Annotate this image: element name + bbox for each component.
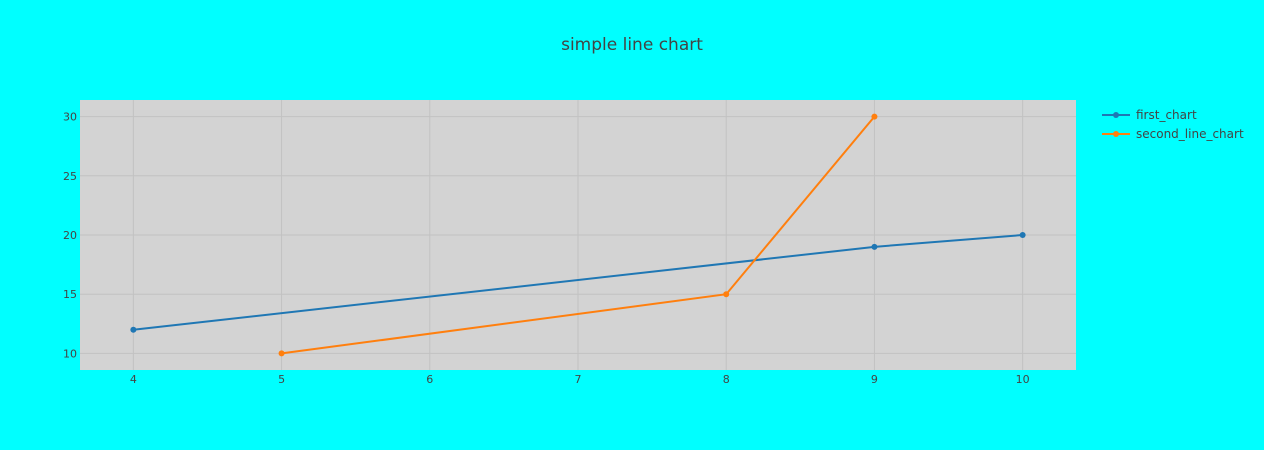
y-tick-label: 15 (63, 288, 77, 301)
y-tick-label: 25 (63, 170, 77, 183)
data-point[interactable] (723, 291, 730, 298)
legend-label: second_line_chart (1136, 127, 1244, 141)
x-tick-label: 4 (130, 373, 137, 386)
legend-label: first_chart (1136, 108, 1197, 122)
series-layer (130, 113, 1026, 357)
data-point[interactable] (871, 113, 878, 120)
x-tick-label: 7 (575, 373, 582, 386)
series-first_chart (130, 232, 1026, 333)
legend-swatch-marker (1113, 112, 1119, 118)
legend-item[interactable]: second_line_chart (1102, 127, 1244, 141)
x-tick-label: 8 (723, 373, 730, 386)
chart-title: simple line chart (561, 35, 703, 55)
x-tick-label: 9 (871, 373, 878, 386)
y-tick-label: 30 (63, 111, 77, 124)
data-point[interactable] (1019, 232, 1026, 238)
x-tick-label: 5 (278, 373, 285, 386)
grid-lines (80, 100, 1076, 370)
data-point[interactable] (130, 326, 137, 333)
y-tick-label: 20 (63, 229, 77, 242)
legend-item[interactable]: first_chart (1102, 108, 1197, 122)
x-tick-label: 10 (1016, 373, 1030, 386)
series-second_line_chart (278, 113, 878, 357)
x-tick-label: 6 (426, 373, 433, 386)
y-tick-label: 10 (63, 347, 77, 360)
legend[interactable]: first_chart second_line_chart (1102, 108, 1244, 141)
data-point[interactable] (278, 350, 285, 357)
axis-ticks: 4 5 6 7 8 9 10 10 15 20 25 30 (63, 111, 1030, 386)
legend-swatch-marker (1113, 131, 1119, 137)
data-point[interactable] (871, 243, 878, 250)
